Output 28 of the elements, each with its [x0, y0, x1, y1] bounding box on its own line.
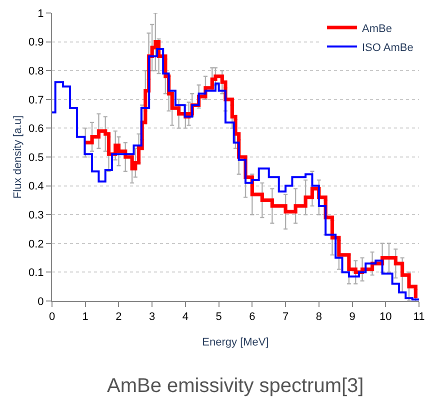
y-tick-label: 0.9 [28, 36, 44, 49]
x-tick-label: 3 [149, 311, 156, 324]
x-tick-label: 8 [316, 311, 322, 324]
y-tick-label: 1 [38, 8, 44, 20]
y-tick-label: 0.6 [28, 123, 44, 136]
x-axis-title: Energy [MeV] [202, 336, 269, 348]
legend-label: ISO AmBe [362, 42, 414, 54]
y-tick-label: 0.7 [28, 94, 44, 106]
y-axis-title: Flux density [a.u] [12, 115, 24, 199]
x-tick-label: 0 [48, 311, 56, 324]
x-tick-label: 5 [216, 311, 222, 324]
x-tick-label: 9 [349, 311, 356, 324]
y-tick-label: 0.4 [28, 180, 44, 193]
y-tick-label: 0.8 [28, 65, 44, 78]
y-tick-label: 0.2 [28, 238, 44, 250]
y-tick-label: 0 [38, 296, 44, 308]
y-tick-label: 0.5 [28, 152, 44, 164]
x-tick-label: 10 [380, 311, 392, 324]
x-tick-label: 11 [413, 311, 425, 324]
y-tick-label: 0.3 [28, 209, 44, 222]
y-tick-label: 0.1 [28, 267, 44, 280]
text: AmBe emissivity spectrum[3] [107, 375, 364, 397]
x-tick-label: 6 [249, 311, 256, 324]
x-tick-label: 4 [182, 311, 189, 324]
x-tick-label: 7 [282, 311, 289, 324]
legend-label: AmBe [362, 22, 392, 35]
x-tick-label: 1 [82, 311, 88, 324]
x-tick-label: 2 [116, 311, 122, 324]
